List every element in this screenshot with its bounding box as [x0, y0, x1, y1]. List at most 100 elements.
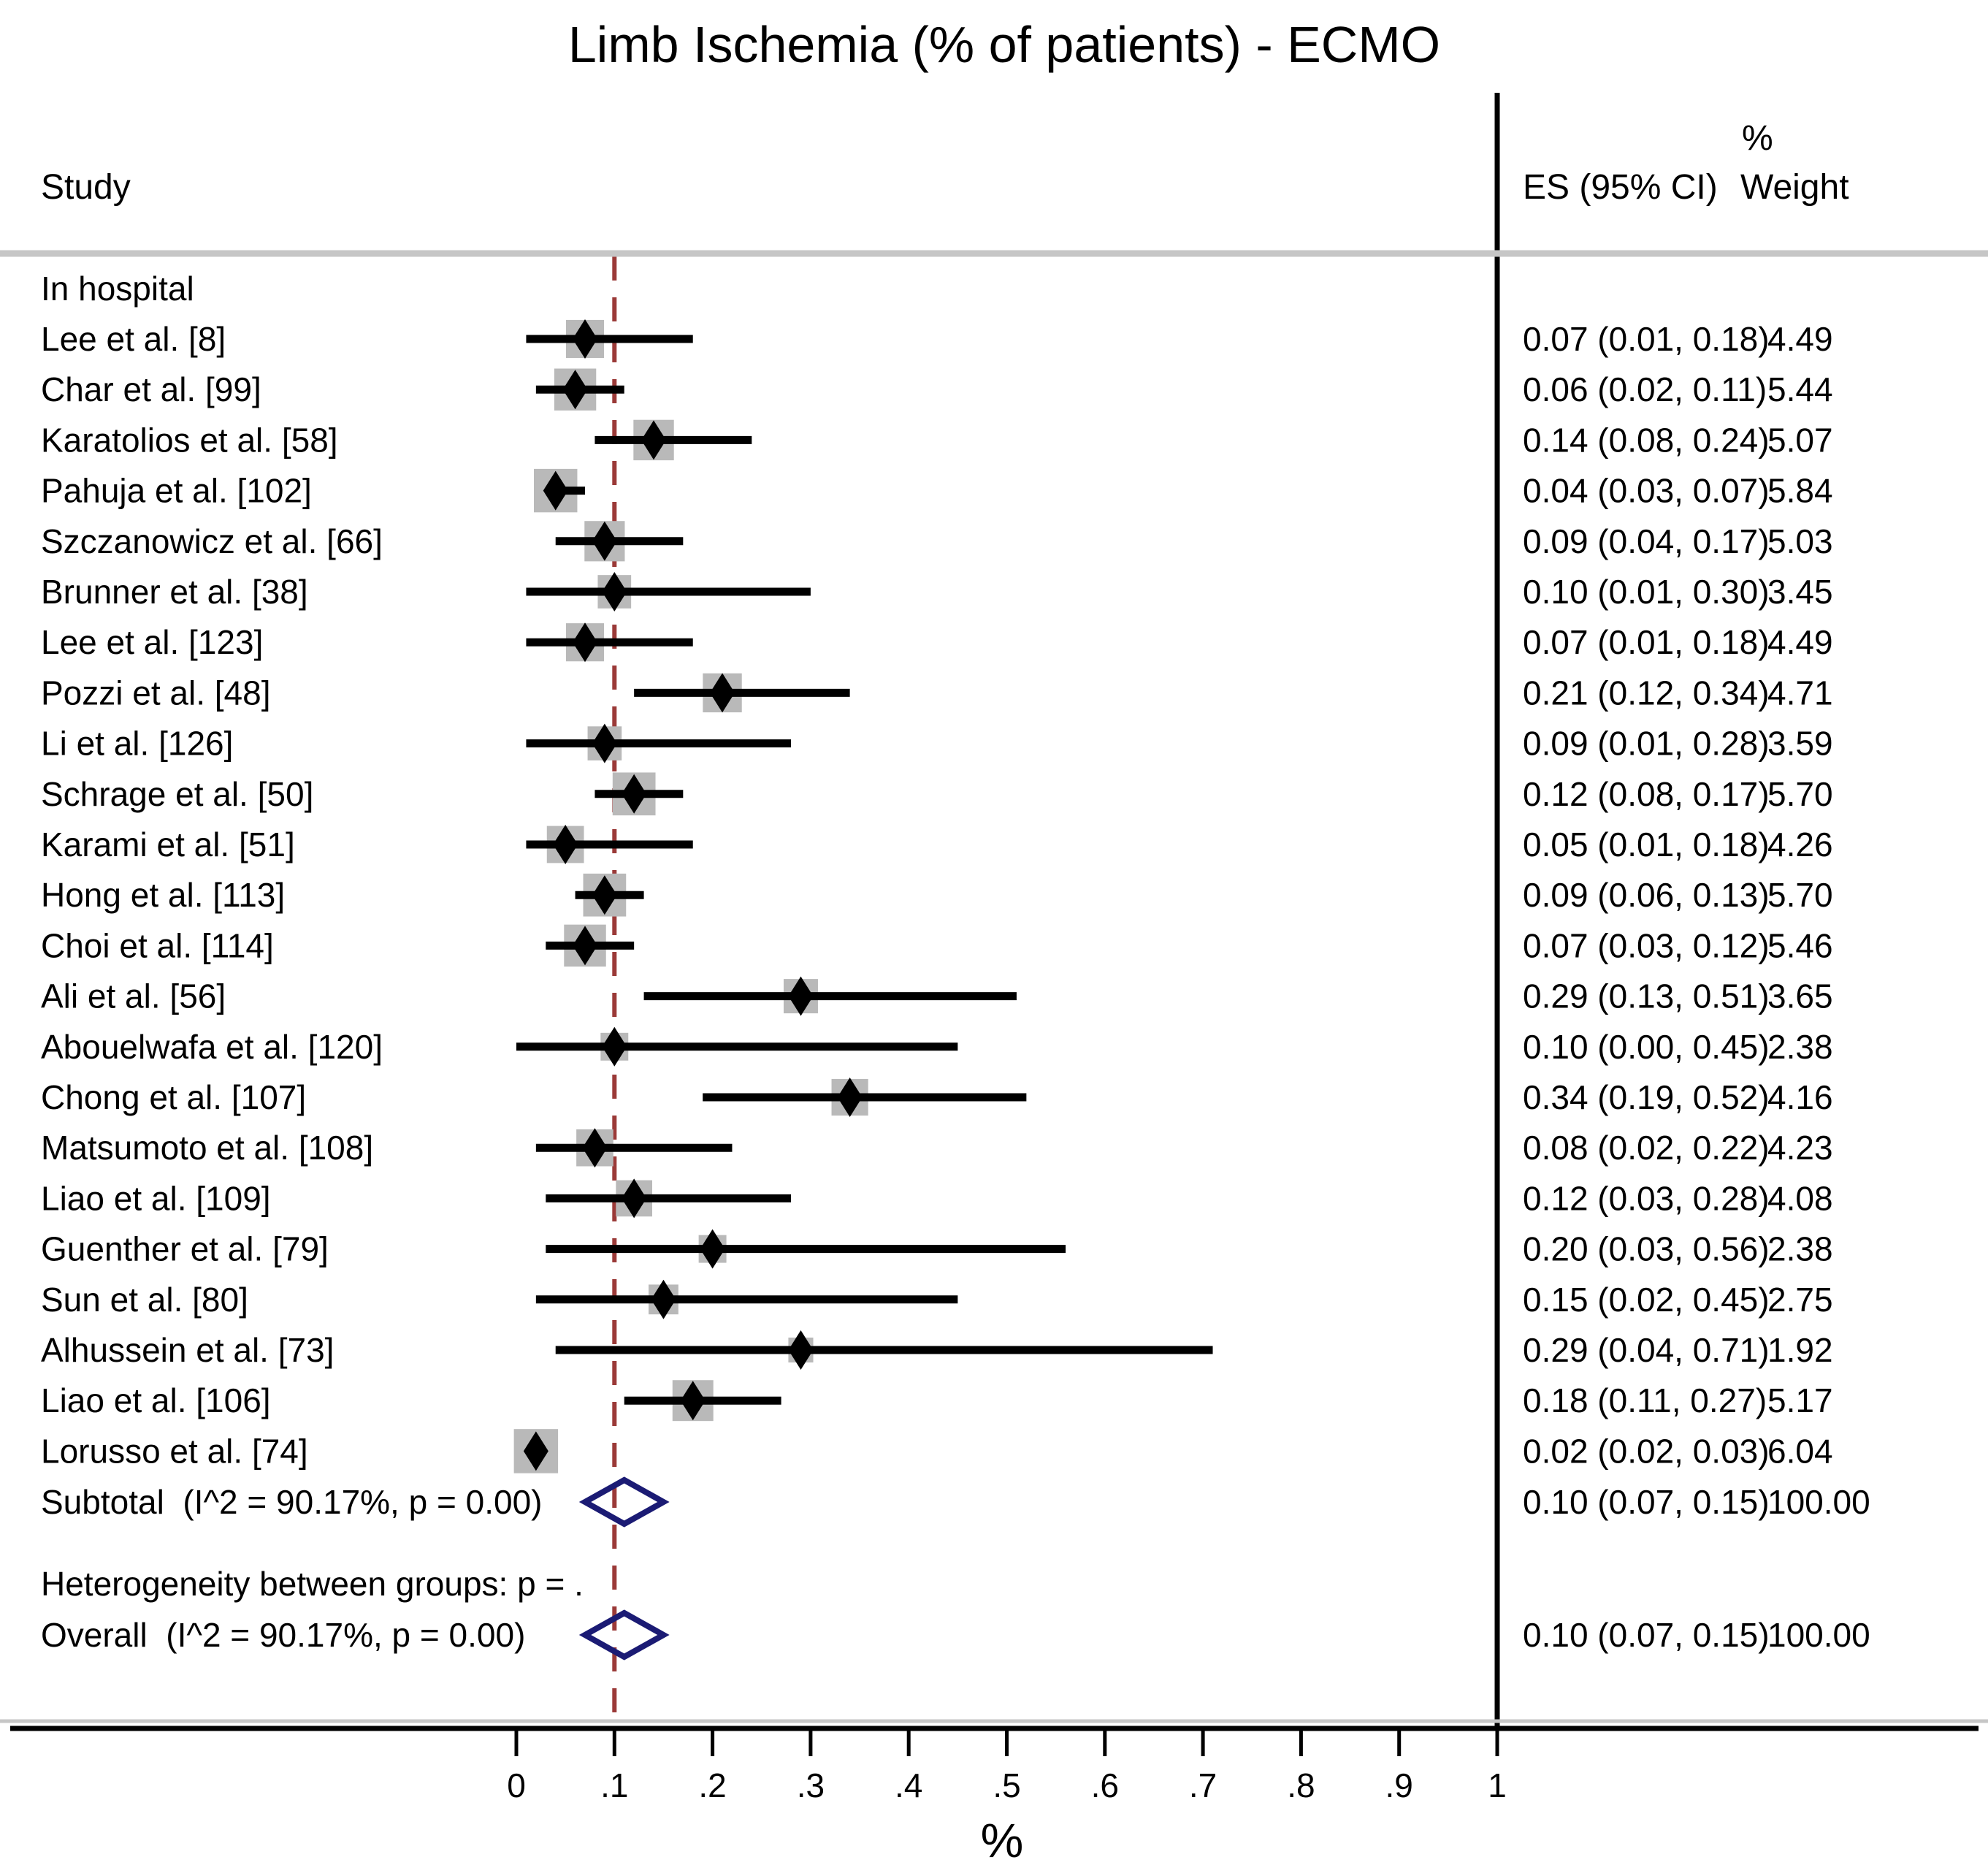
- study-label: Alhussein et al. [73]: [41, 1331, 334, 1369]
- study-row: [526, 723, 792, 763]
- point-estimate-marker: [788, 976, 814, 1016]
- study-label: Liao et al. [109]: [41, 1179, 271, 1217]
- weight-value: 5.07: [1767, 421, 1833, 459]
- es-value: 0.14 (0.08, 0.24): [1523, 421, 1770, 459]
- point-estimate-marker: [837, 1078, 863, 1117]
- point-estimate-marker: [622, 774, 647, 814]
- study-row: [526, 319, 693, 359]
- es-value: 0.29 (0.13, 0.51): [1523, 977, 1770, 1015]
- weight-value: 4.49: [1767, 320, 1833, 358]
- subtotal-weight-value: 100.00: [1767, 1483, 1870, 1521]
- es-value: 0.29 (0.04, 0.71): [1523, 1331, 1770, 1369]
- subtotal-diamond: [578, 1476, 670, 1528]
- axis-tick-label: .6: [1091, 1766, 1119, 1804]
- study-row: [703, 1078, 1027, 1117]
- point-estimate-marker: [710, 673, 735, 713]
- weight-value: 5.84: [1767, 472, 1833, 510]
- study-label: Karami et al. [51]: [41, 825, 295, 863]
- point-estimate-marker: [788, 1330, 814, 1370]
- point-estimate-marker: [562, 370, 588, 410]
- study-label: Liao et al. [106]: [41, 1381, 271, 1419]
- study-label: Lee et al. [8]: [41, 320, 226, 358]
- weight-value: 2.38: [1767, 1028, 1833, 1066]
- study-row: [624, 1380, 781, 1422]
- study-label: Pozzi et al. [48]: [41, 674, 271, 712]
- weight-value: 2.38: [1767, 1230, 1833, 1268]
- axis-tick-label: 1: [1488, 1766, 1507, 1804]
- column-header-weight-percent: %: [1742, 119, 1773, 158]
- weight-value: 4.23: [1767, 1129, 1833, 1167]
- weight-value: 3.59: [1767, 725, 1833, 763]
- axis-tick-label: .5: [993, 1766, 1020, 1804]
- es-value: 0.07 (0.01, 0.18): [1523, 623, 1770, 661]
- study-row: [595, 772, 684, 816]
- es-value: 0.34 (0.19, 0.52): [1523, 1078, 1770, 1116]
- weight-value: 4.16: [1767, 1078, 1833, 1116]
- axis-tick-label: 0: [507, 1766, 526, 1804]
- study-label: Brunner et al. [38]: [41, 573, 308, 611]
- point-estimate-marker: [700, 1229, 725, 1269]
- study-label: Matsumoto et al. [108]: [41, 1129, 373, 1167]
- study-row: [555, 1330, 1213, 1370]
- point-estimate-marker: [573, 319, 598, 359]
- study-row: [643, 976, 1017, 1016]
- point-estimate-marker: [641, 420, 667, 460]
- column-header-study: Study: [41, 168, 131, 207]
- point-estimate-marker: [622, 1178, 647, 1219]
- overall-label: Overall (I^2 = 90.17%, p = 0.00): [41, 1616, 525, 1654]
- axis-tick-label: .1: [600, 1766, 628, 1804]
- axis-tick-label: .9: [1385, 1766, 1413, 1804]
- es-value: 0.05 (0.01, 0.18): [1523, 825, 1770, 863]
- point-estimate-marker: [573, 926, 598, 966]
- es-value: 0.04 (0.03, 0.07): [1523, 472, 1770, 510]
- study-label: Sun et al. [80]: [41, 1281, 248, 1319]
- heterogeneity-note: Heterogeneity between groups: p = .: [41, 1565, 584, 1603]
- study-label: Hong et al. [113]: [41, 876, 285, 914]
- axis-tick-label: .8: [1287, 1766, 1315, 1804]
- weight-value: 1.92: [1767, 1331, 1833, 1369]
- weight-value: 4.49: [1767, 623, 1833, 661]
- weight-value: 5.44: [1767, 370, 1833, 408]
- es-value: 0.09 (0.04, 0.17): [1523, 522, 1770, 560]
- study-label: Abouelwafa et al. [120]: [41, 1028, 383, 1066]
- es-value: 0.07 (0.01, 0.18): [1523, 320, 1770, 358]
- weight-value: 3.65: [1767, 977, 1833, 1015]
- study-row: [533, 468, 586, 513]
- weight-value: 5.03: [1767, 522, 1833, 560]
- es-value: 0.09 (0.06, 0.13): [1523, 876, 1770, 914]
- study-row: [535, 368, 624, 411]
- overall-weight-value: 100.00: [1767, 1616, 1870, 1654]
- point-estimate-marker: [553, 825, 578, 864]
- es-value: 0.15 (0.02, 0.45): [1523, 1281, 1770, 1319]
- es-value: 0.08 (0.02, 0.22): [1523, 1129, 1770, 1167]
- study-label: Ali et al. [56]: [41, 977, 226, 1015]
- subtotal-es-value: 0.10 (0.07, 0.15): [1523, 1483, 1770, 1521]
- figure-title: Limb Ischemia (% of patients) - ECMO: [568, 16, 1440, 73]
- es-value: 0.09 (0.01, 0.28): [1523, 725, 1770, 763]
- point-estimate-marker: [582, 1128, 608, 1168]
- study-label: Char et al. [99]: [41, 370, 261, 408]
- group-label: In hospital: [41, 270, 194, 308]
- point-estimate-marker: [602, 1026, 627, 1067]
- column-header-es: ES (95% CI): [1523, 168, 1718, 207]
- study-row: [526, 622, 693, 663]
- study-row: [595, 419, 752, 461]
- weight-value: 5.70: [1767, 876, 1833, 914]
- point-estimate-marker: [523, 1431, 548, 1471]
- weight-value: 4.26: [1767, 825, 1833, 863]
- point-estimate-marker: [602, 572, 627, 611]
- study-label: Schrage et al. [50]: [41, 775, 313, 813]
- weight-value: 4.08: [1767, 1179, 1833, 1217]
- point-estimate-marker: [592, 521, 617, 561]
- es-value: 0.18 (0.11, 0.27): [1523, 1381, 1767, 1419]
- study-label: Choi et al. [114]: [41, 926, 274, 964]
- axis-tick-label: .2: [698, 1766, 726, 1804]
- point-estimate-marker: [680, 1381, 706, 1421]
- study-row: [526, 825, 693, 864]
- study-label: Karatolios et al. [58]: [41, 421, 338, 459]
- study-label: Lorusso et al. [74]: [41, 1432, 308, 1470]
- study-row: [546, 924, 635, 967]
- subtotal-label: Subtotal (I^2 = 90.17%, p = 0.00): [41, 1483, 542, 1521]
- point-estimate-marker: [651, 1279, 676, 1319]
